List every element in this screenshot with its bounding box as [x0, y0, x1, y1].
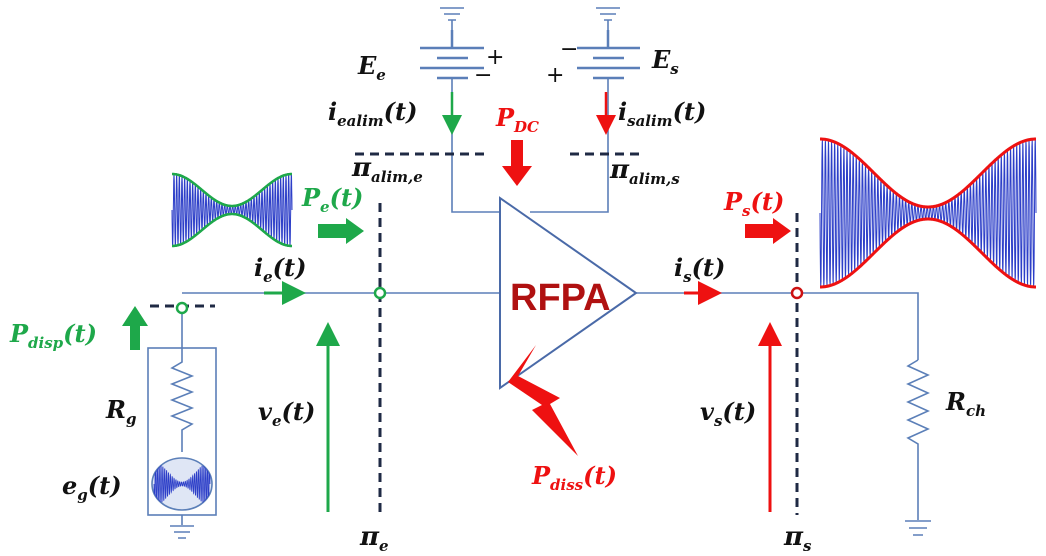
- minus-s: −: [560, 37, 578, 62]
- node-input: [373, 286, 387, 300]
- input-waveform-envelope-top: [172, 172, 292, 208]
- ground-top-right: [596, 7, 620, 30]
- node-generator: [175, 301, 189, 315]
- label-pi-alim-s: πalim,s: [609, 155, 680, 188]
- battery-s-plates-2: [577, 66, 640, 80]
- output-waveform-carrier: [819, 139, 1037, 287]
- label-pi-e: πe: [359, 522, 389, 555]
- label-PDC: PDC: [495, 103, 539, 136]
- dissipation-bolt-icon: [508, 345, 578, 456]
- ground-load: [905, 520, 931, 536]
- arrow-ps: [745, 218, 791, 244]
- amplifier-label: RFPA: [510, 277, 611, 319]
- output-waveform-envelope-bottom: [820, 217, 1036, 289]
- label-ie: ie(t): [254, 253, 306, 286]
- label-Pdiss: Pdiss(t): [531, 461, 617, 494]
- label-Rch: Rch: [945, 387, 986, 420]
- arrow-pe: [318, 218, 364, 244]
- input-waveform-envelope-bottom: [172, 212, 292, 248]
- label-vs: vs(t): [700, 397, 756, 430]
- output-waveform: [819, 137, 1037, 289]
- arrows: [264, 92, 782, 512]
- battery-e-plates: [420, 30, 484, 60]
- arrow-pdisp: [122, 306, 148, 350]
- minus-e: −: [474, 63, 492, 88]
- label-Es: Es: [651, 45, 679, 78]
- input-waveform-carrier: [171, 173, 293, 247]
- label-Pe: Pe(t): [301, 183, 363, 216]
- source-waveform-carrier: [153, 462, 211, 506]
- plus-s: +: [546, 63, 564, 88]
- reference-planes: [150, 152, 799, 515]
- source-waveform: [153, 462, 211, 506]
- ground-generator: [170, 525, 194, 539]
- modulated-waveforms: [151, 137, 1037, 511]
- wire-output-line: [636, 292, 919, 520]
- arrow-pdc: [502, 140, 532, 186]
- ground-top-left: [440, 7, 464, 30]
- label-ve: ve(t): [258, 397, 315, 430]
- battery-e-plates-2: [420, 66, 484, 80]
- label-pi-s: πs: [783, 522, 812, 555]
- label-Ee: Ee: [357, 51, 386, 84]
- label-Pdisp: Pdisp(t): [9, 319, 97, 352]
- plus-e: +: [486, 45, 504, 70]
- amplifier-triangle: [499, 196, 638, 390]
- battery-s-plates: [577, 30, 640, 60]
- node-output: [790, 286, 804, 300]
- label-Ps: Ps(t): [723, 187, 784, 220]
- output-waveform-envelope-top: [820, 137, 1036, 209]
- resistor-rch: [906, 359, 930, 450]
- label-pi-alim-e: πalim,e: [351, 153, 423, 186]
- label-is: is(t): [674, 253, 725, 286]
- label-Rg: Rg: [105, 395, 136, 428]
- input-waveform: [171, 172, 293, 248]
- wire-supply-input: [451, 78, 500, 213]
- wire-supply-output: [530, 78, 609, 213]
- label-eg: eg(t): [62, 471, 122, 504]
- label-isalim: isalim(t): [618, 97, 706, 130]
- resistor-rg: [169, 348, 195, 452]
- label-iealim: iealim(t): [328, 97, 417, 130]
